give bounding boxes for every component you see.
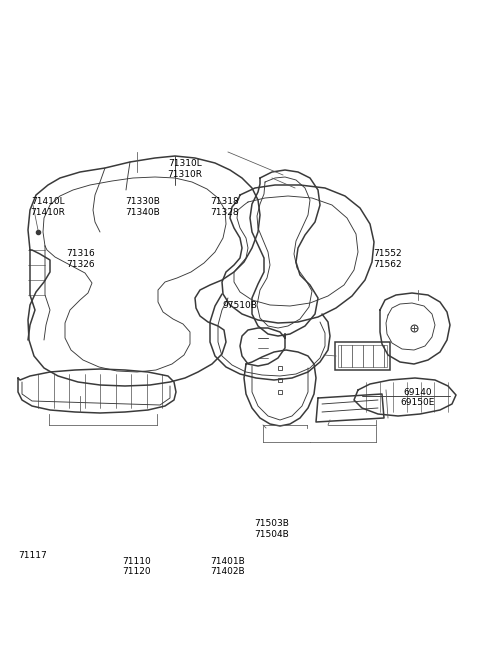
Text: 71552
71562: 71552 71562	[373, 249, 402, 269]
Text: 71330B
71340B: 71330B 71340B	[126, 197, 160, 217]
Text: 71310L
71310R: 71310L 71310R	[168, 159, 202, 179]
Text: 69140
69150E: 69140 69150E	[400, 388, 435, 407]
Text: 71316
71326: 71316 71326	[66, 249, 95, 269]
Text: 71318
71328: 71318 71328	[210, 197, 239, 217]
Bar	[338, 345, 387, 367]
Text: 71117: 71117	[18, 551, 47, 560]
Bar	[335, 342, 390, 370]
Text: 71503B
71504B: 71503B 71504B	[254, 519, 288, 539]
Text: 71401B
71402B: 71401B 71402B	[211, 557, 245, 576]
Text: 71410L
71410R: 71410L 71410R	[31, 197, 65, 217]
Text: 71110
71120: 71110 71120	[122, 557, 151, 576]
Text: 97510B: 97510B	[223, 301, 257, 310]
